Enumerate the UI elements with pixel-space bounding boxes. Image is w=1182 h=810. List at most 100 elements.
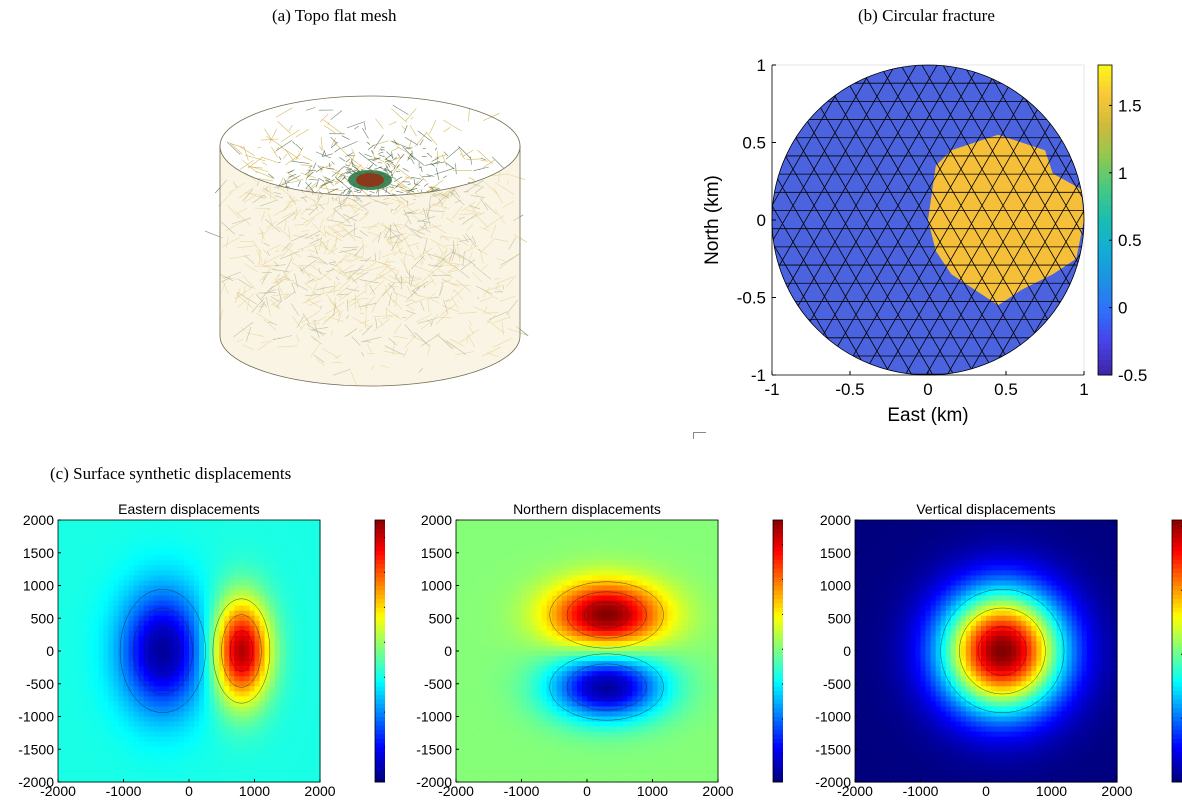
field-cell [123, 771, 130, 778]
field-cell [128, 610, 135, 617]
colorbar-segment [1098, 313, 1112, 319]
field-cell [194, 661, 200, 667]
field-cell [183, 545, 190, 551]
field-cell [511, 585, 518, 592]
field-cell [309, 726, 316, 733]
field-cell [481, 776, 487, 783]
field-cell [229, 630, 235, 637]
field-cell [229, 706, 235, 713]
field-cell [103, 570, 109, 577]
field-cell [456, 540, 462, 546]
field-cell [264, 535, 271, 541]
field-cell [274, 771, 281, 778]
field-cell [249, 776, 256, 783]
field-cell [113, 696, 120, 702]
field-cell [284, 651, 291, 657]
field-cell [78, 776, 84, 783]
colorbar-segment [1098, 287, 1112, 293]
field-cell [153, 676, 160, 682]
field-cell [456, 721, 462, 728]
field-cell [314, 620, 321, 627]
field-cell [526, 555, 533, 561]
field-cell [289, 535, 296, 541]
field-cell [471, 681, 477, 687]
mesh-edge [341, 141, 358, 149]
field-cell [274, 630, 281, 637]
mesh-edge [319, 145, 323, 151]
field-cell [189, 550, 195, 556]
field-cell [234, 721, 240, 728]
field-cell [481, 570, 487, 577]
field-cell [511, 686, 518, 692]
colorbar-segment [375, 677, 385, 683]
field-cell [58, 691, 64, 697]
field-cell [501, 535, 507, 541]
field-cell [118, 585, 125, 592]
field-cell [299, 691, 306, 697]
field-cell [83, 731, 89, 738]
field-cell [486, 560, 492, 566]
field-cell [294, 605, 301, 612]
field-cell [199, 776, 205, 783]
field-cell [511, 565, 518, 571]
field-cell [516, 620, 523, 627]
field-cell [516, 776, 523, 783]
field-cell [264, 671, 271, 677]
field-cell [133, 661, 140, 667]
field-cell [516, 565, 523, 571]
field-cell [143, 590, 150, 597]
field-cell [118, 555, 125, 561]
field-cell [506, 686, 513, 692]
field-cell [501, 545, 507, 551]
field-cell [143, 771, 150, 778]
field-cell [158, 550, 165, 556]
field-cell [496, 766, 502, 773]
field-cell [219, 741, 225, 748]
field-cell [299, 741, 306, 748]
field-cell [264, 726, 271, 733]
field-cell [143, 651, 150, 657]
field-cell [269, 711, 276, 718]
field-cell [521, 706, 528, 713]
field-cell [471, 550, 477, 556]
field-cell [299, 751, 306, 758]
field-cell [259, 550, 266, 556]
field-cell [204, 570, 210, 577]
field-cell [249, 605, 256, 612]
field-cell [309, 751, 316, 758]
field-cell [93, 600, 99, 607]
field-cell [284, 736, 291, 743]
field-cell [309, 590, 316, 597]
field-cell [466, 696, 472, 702]
field-cell [93, 661, 99, 667]
field-cell [279, 545, 286, 551]
field-cell [511, 535, 518, 541]
field-cell [294, 570, 301, 577]
field-cell [88, 666, 94, 672]
field-cell [138, 615, 145, 622]
colorbar-segment [375, 664, 385, 669]
field-cell [264, 575, 271, 582]
field-cell [284, 555, 291, 561]
field-cell [148, 766, 155, 773]
field-cell [309, 736, 316, 743]
mesh-edge [397, 168, 413, 180]
field-cell [88, 741, 94, 748]
field-cell [204, 771, 210, 778]
field-cell [143, 676, 150, 682]
field-cell [123, 630, 130, 637]
field-cell [314, 635, 321, 642]
mesh-edge [418, 173, 427, 182]
mesh-edge [391, 151, 393, 159]
field-cell [194, 666, 200, 672]
field-cell [264, 651, 271, 657]
field-cell [521, 575, 528, 582]
field-cell [63, 651, 69, 657]
field-cell [496, 651, 502, 657]
field-cell [234, 625, 240, 632]
field-cell [128, 721, 135, 728]
field-cell [486, 620, 492, 627]
mesh-edge [335, 178, 344, 184]
mesh-edge [264, 128, 272, 139]
field-cell [199, 590, 205, 597]
